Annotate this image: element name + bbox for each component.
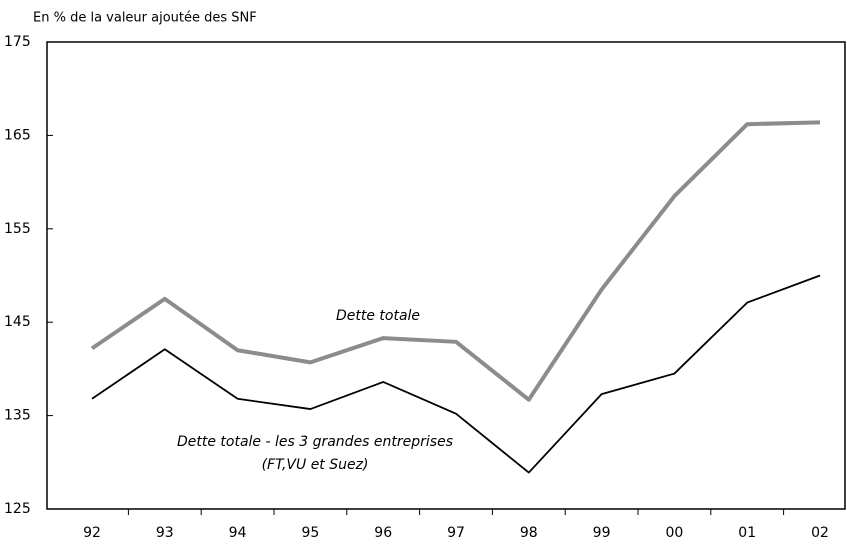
chart-subtitle: En % de la valeur ajoutée des SNF [33, 11, 257, 26]
y-tick-label: 125 [4, 501, 31, 517]
x-tick-label: 95 [301, 525, 319, 541]
series-annotation: Dette totale [336, 308, 420, 324]
x-tick-label: 99 [593, 525, 611, 541]
series-annotation: Dette totale - les 3 grandes entreprises [177, 434, 453, 450]
x-tick-label: 00 [665, 525, 683, 541]
y-tick-label: 145 [4, 314, 31, 330]
y-tick-label: 175 [4, 34, 31, 50]
y-tick-label: 155 [4, 221, 31, 237]
line-series [91, 274, 821, 474]
x-tick-label: 93 [156, 525, 174, 541]
y-tick-label: 165 [4, 127, 31, 143]
x-tick-label: 92 [83, 525, 101, 541]
y-tick-label: 135 [4, 408, 31, 424]
x-tick-label: 94 [229, 525, 247, 541]
line-series [90, 120, 821, 402]
x-tick-label: 01 [738, 525, 756, 541]
x-tick-label: 96 [374, 525, 392, 541]
x-tick-label: 98 [520, 525, 538, 541]
x-tick-label: 97 [447, 525, 465, 541]
annotation: (FT,VU et Suez) [262, 457, 369, 473]
x-tick-label: 02 [811, 525, 829, 541]
plot-frame [46, 41, 846, 510]
